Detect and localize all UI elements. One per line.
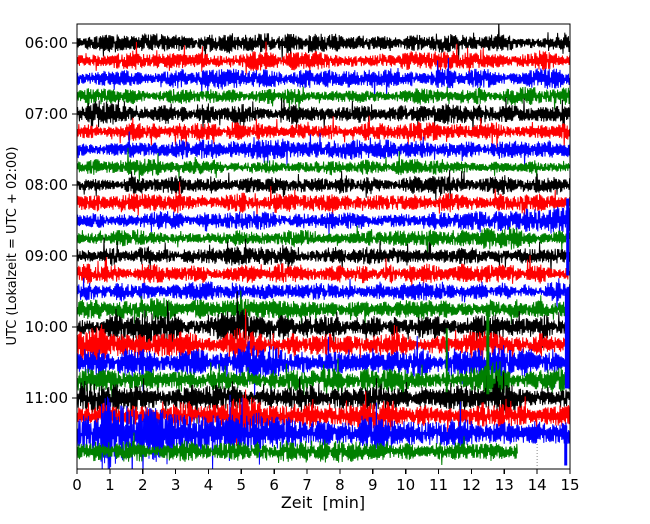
x-axis-ticks: 0 1 2 3 4 5 6 7 8 9 10 11 12 13 14 15 — [72, 469, 580, 494]
x-tick-label: 8 — [335, 476, 345, 494]
x-tick-label: 15 — [560, 476, 579, 494]
trace-07:45 — [77, 147, 570, 182]
x-tick-label: 13 — [495, 476, 514, 494]
x-tick-label: 0 — [72, 476, 82, 494]
trace-09:00 — [77, 237, 570, 274]
trace-07:15 — [77, 115, 570, 151]
x-tick-label: 3 — [171, 476, 181, 494]
trace-06:45 — [77, 86, 570, 113]
trace-11:15 — [77, 389, 570, 447]
x-tick-label: 7 — [302, 476, 312, 494]
x-tick-label: 2 — [138, 476, 148, 494]
x-tick-label: 11 — [429, 476, 448, 494]
y-tick-label: 09:00 — [25, 247, 68, 265]
x-tick-label: 6 — [269, 476, 279, 494]
x-axis-label: Zeit [min] — [281, 493, 365, 512]
x-tick-label: 4 — [204, 476, 214, 494]
y-tick-label: 10:00 — [25, 318, 68, 336]
trace-07:00 — [77, 97, 570, 135]
trace-08:30 — [77, 206, 570, 235]
x-tick-label: 12 — [462, 476, 481, 494]
trace-08:15 — [77, 181, 570, 220]
trace-11:45 — [77, 432, 518, 466]
y-axis-label: UTC (Lokalzeit = UTC + 02:00) — [5, 147, 20, 346]
y-tick-label: 07:00 — [25, 105, 68, 123]
x-tick-label: 1 — [105, 476, 115, 494]
trace-11:00 — [77, 371, 570, 426]
trace-07:30 — [77, 131, 570, 166]
trace-08:45 — [77, 225, 570, 256]
y-tick-label: 08:00 — [25, 176, 68, 194]
y-tick-label: 11:00 — [25, 389, 68, 407]
x-tick-label: 14 — [528, 476, 547, 494]
axes-frame — [76, 23, 571, 470]
y-tick-label: 06:00 — [25, 34, 68, 52]
trace-06:15 — [77, 41, 570, 75]
x-tick-label: 9 — [368, 476, 378, 494]
trace-08:00 — [77, 170, 570, 201]
x-tick-label: 10 — [396, 476, 415, 494]
trace-06:00 — [77, 24, 570, 62]
trace-06:30 — [77, 57, 570, 100]
trace-09:15 — [77, 255, 570, 287]
trace-09:30 — [77, 277, 570, 313]
x-tick-label: 5 — [237, 476, 247, 494]
y-axis-ticks: 06:00 07:00 08:00 09:00 10:00 11:00 — [25, 34, 77, 407]
trace-area — [77, 24, 570, 469]
